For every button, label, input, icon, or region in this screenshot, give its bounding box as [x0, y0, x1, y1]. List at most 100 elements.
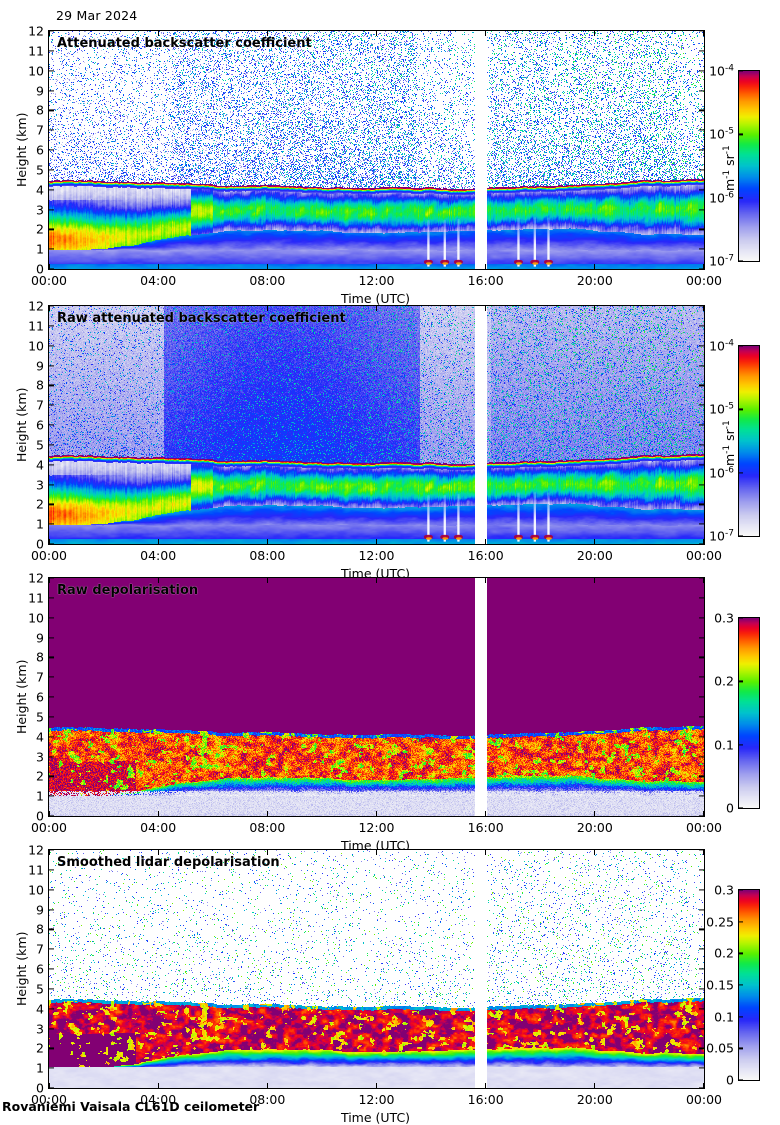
y-tick-mark [699, 849, 704, 851]
y-tick-label: 7 [36, 397, 44, 413]
x-tick-label: 20:00 [576, 820, 613, 835]
y-tick-label: 3 [36, 477, 44, 492]
y-tick-mark [699, 755, 704, 758]
colorbar-tick-mark [739, 921, 743, 923]
instrument-footer-label: Rovaniemi Vaisala CL61D ceilometer [2, 1099, 260, 1114]
x-tick-mark [266, 578, 268, 583]
x-tick-mark [594, 578, 596, 583]
y-tick-label: 4 [36, 729, 44, 745]
y-tick-mark [49, 775, 54, 777]
y-tick-mark [49, 208, 54, 211]
panel-title-attenuated-backscatter: Attenuated backscatter coefficient [57, 36, 312, 51]
colorbar-tick-mark [739, 1047, 743, 1049]
colorbar-tick-mark [739, 345, 743, 347]
y-tick-mark [699, 404, 704, 406]
x-tick-label: 00:00 [30, 548, 68, 563]
x-tick-mark [703, 1083, 705, 1088]
colorbar-tick-label: 0.1 [714, 1009, 734, 1025]
x-tick-mark [48, 811, 50, 816]
colorbar-tick-label: 0.1 [714, 737, 734, 753]
y-tick-mark [49, 30, 54, 32]
y-tick-label: 2 [36, 1040, 44, 1056]
x-tick-mark [703, 31, 705, 36]
y-tick-mark [699, 109, 704, 111]
colorbar-tick-mark [739, 1079, 743, 1081]
plot-area-raw-depolarisation[interactable]: Raw depolarisation 0 1 2 3 4 5 6 7 8 9 10 11 12 00:00… [28, 571, 722, 836]
x-tick-label: 00:00 [685, 273, 723, 288]
y-tick-mark [699, 1047, 704, 1049]
colorbar-tick-mark [739, 680, 743, 682]
y-tick-label: 4 [36, 182, 44, 198]
x-tick-label: 00:00 [30, 820, 68, 835]
y-tick-mark [699, 30, 704, 32]
x-tick-label: 04:00 [140, 1092, 177, 1107]
colorbar-smoothed-lidar-depolarisation: 0 0.05 0.1 0.15 0.2 0.25 0.3 [706, 883, 760, 1088]
x-tick-label: 16:00 [467, 1092, 504, 1107]
y-tick-mark [49, 948, 54, 950]
x-tick-mark [375, 811, 378, 816]
colorbar-tick-label: 10-6 [709, 190, 734, 206]
x-tick-mark [266, 811, 268, 816]
x-tick-label: 08:00 [249, 273, 286, 288]
x-tick-mark [266, 31, 268, 36]
plot-area-raw-attenuated-backscatter[interactable]: Raw attenuated backscatter coefficient 0… [28, 299, 722, 564]
x-tick-mark [594, 811, 596, 816]
y-tick-mark [699, 1067, 704, 1069]
colorbar-tick-mark [739, 260, 743, 262]
panel-title-raw-depolarisation: Raw depolarisation [57, 583, 199, 598]
y-tick-mark [49, 696, 54, 698]
x-tick-mark [48, 578, 50, 583]
y-tick-mark [699, 577, 704, 579]
y-tick-label: 6 [36, 689, 44, 705]
colorbar-tick-label: 10-6 [709, 465, 734, 481]
colorbar-tick-mark [739, 952, 743, 954]
x-tick-mark [594, 850, 596, 855]
y-tick-label: 0 [36, 536, 44, 552]
x-tick-mark [375, 31, 378, 36]
y-tick-label: 5 [36, 437, 44, 453]
y-tick-label: 12 [28, 298, 44, 314]
x-tick-label: 00:00 [30, 273, 68, 288]
y-tick-mark [49, 1087, 54, 1089]
y-tick-mark [699, 988, 704, 990]
y-tick-label: 1 [36, 516, 44, 532]
x-tick-label: 20:00 [576, 273, 613, 288]
y-tick-mark [699, 795, 704, 797]
x-tick-mark [703, 811, 705, 816]
y-tick-mark [699, 325, 704, 327]
x-tick-mark [157, 850, 159, 855]
y-tick-mark [699, 464, 704, 466]
x-tick-mark [266, 264, 268, 269]
colorbar-tick-label: 10-7 [709, 528, 734, 544]
x-tick-mark [485, 578, 487, 583]
y-tick-mark [49, 424, 54, 426]
y-tick-mark [699, 70, 704, 72]
y-tick-mark [49, 908, 54, 911]
y-tick-mark [699, 617, 704, 619]
colorbar-tick-mark [739, 535, 743, 537]
x-tick-label: 00:00 [30, 1092, 68, 1107]
y-axis-label-1: Height (km) [14, 387, 29, 462]
y-tick-mark [699, 636, 704, 639]
colorbar-tick-label: 0.15 [706, 977, 734, 993]
colorbar-tick-mark [739, 1016, 743, 1018]
colorbar-unit-label-1: m-1 sr-1 [722, 420, 738, 466]
y-tick-mark [49, 50, 54, 52]
y-tick-mark [49, 70, 54, 72]
y-tick-mark [49, 149, 54, 151]
y-tick-mark [49, 248, 54, 250]
y-tick-mark [49, 795, 54, 797]
y-tick-label: 6 [36, 142, 44, 158]
y-tick-mark [699, 869, 704, 871]
colorbar-tick-label: 0.2 [714, 945, 734, 961]
x-axis-label-3: Time (UTC) [340, 1110, 411, 1125]
x-tick-mark [703, 306, 705, 311]
x-tick-label: 00:00 [685, 1092, 723, 1107]
colorbar-tick-mark [739, 744, 743, 746]
x-tick-mark [375, 1083, 378, 1088]
y-tick-mark [49, 404, 54, 406]
y-tick-mark [699, 948, 704, 950]
y-tick-mark [699, 129, 704, 131]
